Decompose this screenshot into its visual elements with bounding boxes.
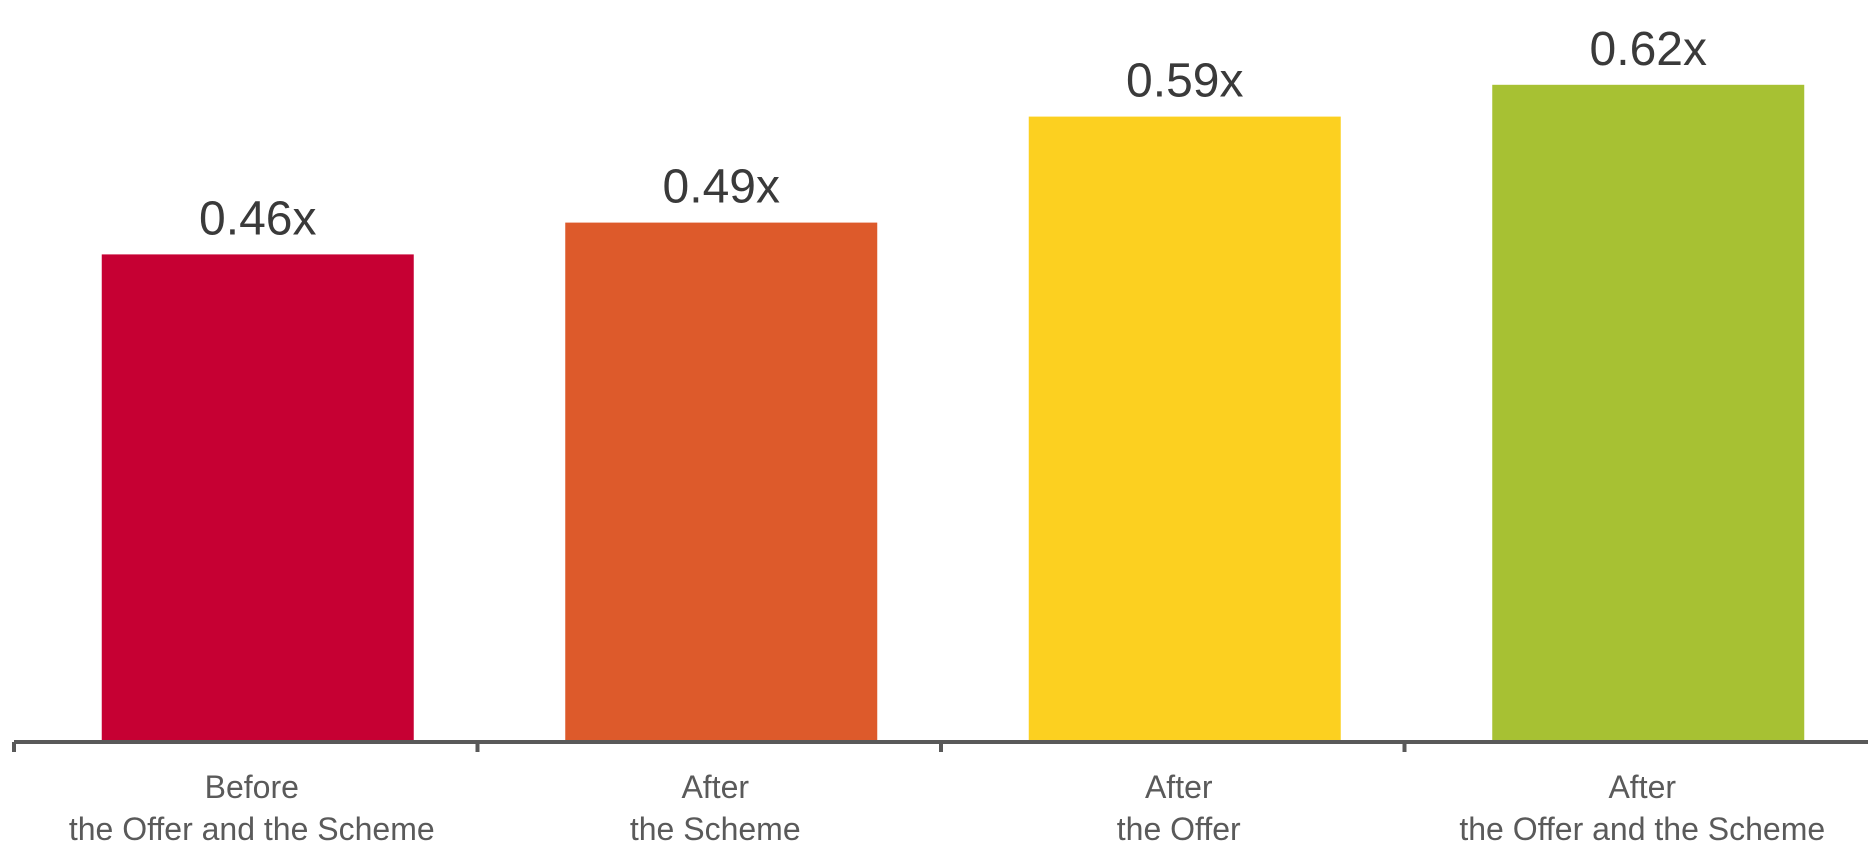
bar-3 (1028, 116, 1341, 743)
data-label-4: 0.62x (1590, 23, 1707, 76)
data-label-3: 0.59x (1126, 55, 1243, 108)
bars-group (101, 84, 1805, 743)
data-label-2: 0.49x (663, 161, 780, 214)
bar-2 (565, 222, 878, 743)
category-label-3-line-2: the Offer (1117, 811, 1241, 843)
x-axis (12, 740, 1868, 752)
data-label-1: 0.46x (199, 192, 316, 245)
category-label-2-line-2: the Scheme (630, 811, 801, 843)
category-label-3-line-1: After (1145, 769, 1213, 805)
data-labels-group: 0.46x 0.49x 0.59x 0.62x (199, 23, 1707, 246)
category-label-1-line-1: Before (205, 769, 299, 805)
bar-4 (1492, 84, 1805, 743)
category-labels-group: Before the Offer and the Scheme After the S… (69, 769, 1825, 843)
bar-1 (101, 254, 414, 742)
category-label-2-line-1: After (681, 769, 749, 805)
category-label-1-line-2: the Offer and the Scheme (69, 811, 435, 843)
category-label-4-line-1: After (1608, 769, 1676, 805)
category-label-4-line-2: the Offer and the Scheme (1459, 811, 1825, 843)
